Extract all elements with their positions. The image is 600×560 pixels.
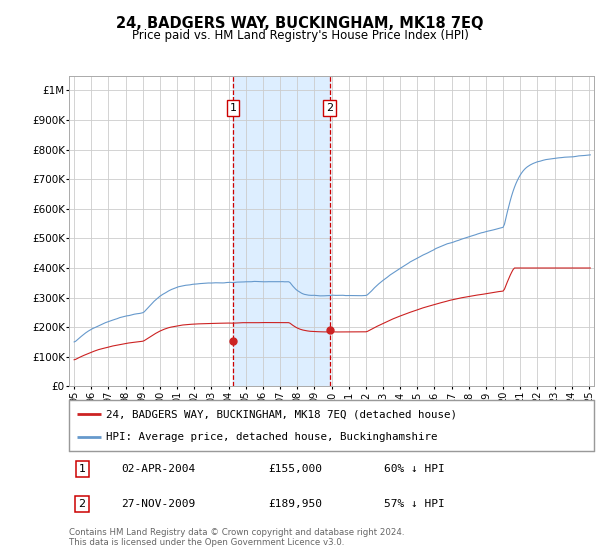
Text: Contains HM Land Registry data © Crown copyright and database right 2024.
This d: Contains HM Land Registry data © Crown c… [69,528,404,547]
Text: 2: 2 [326,103,334,113]
Text: 27-NOV-2009: 27-NOV-2009 [121,499,196,509]
Text: £189,950: £189,950 [269,499,323,509]
Text: Price paid vs. HM Land Registry's House Price Index (HPI): Price paid vs. HM Land Registry's House … [131,29,469,42]
Text: HPI: Average price, detached house, Buckinghamshire: HPI: Average price, detached house, Buck… [106,432,437,442]
Text: £155,000: £155,000 [269,464,323,474]
Bar [233,76,330,386]
Text: 1: 1 [229,103,236,113]
Text: 02-APR-2004: 02-APR-2004 [121,464,196,474]
Text: 1: 1 [79,464,86,474]
Text: 24, BADGERS WAY, BUCKINGHAM, MK18 7EQ: 24, BADGERS WAY, BUCKINGHAM, MK18 7EQ [116,16,484,31]
Text: 60% ↓ HPI: 60% ↓ HPI [384,464,445,474]
Text: 2: 2 [79,499,86,509]
Text: 24, BADGERS WAY, BUCKINGHAM, MK18 7EQ (detached house): 24, BADGERS WAY, BUCKINGHAM, MK18 7EQ (d… [106,409,457,419]
Text: 57% ↓ HPI: 57% ↓ HPI [384,499,445,509]
